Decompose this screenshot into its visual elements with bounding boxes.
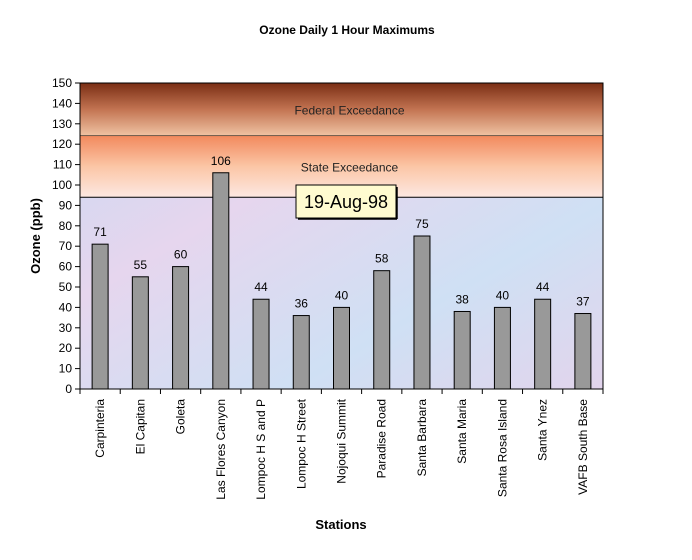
bar [212,172,230,390]
bar [493,306,511,390]
data-label: 38 [456,292,470,306]
data-label: 106 [211,154,231,168]
bar [453,310,471,390]
x-tick-label: Santa Barbara [415,399,429,477]
y-tick-label: 10 [59,362,73,376]
y-tick-label: 120 [52,137,72,151]
x-tick-label: Las Flores Canyon [214,399,228,500]
data-label: 58 [375,252,389,266]
bar [131,276,149,390]
bar [172,266,190,390]
x-tick-label: Nojoqui Summit [335,398,349,483]
x-axis-title: Stations [315,517,366,532]
data-label: 75 [415,217,429,231]
y-tick-label: 100 [52,178,72,192]
data-label: 55 [134,258,148,272]
x-tick-label: El Capitan [133,399,147,454]
y-tick-label: 60 [59,260,73,274]
data-label: 40 [496,288,510,302]
x-tick-label: Paradise Road [375,399,389,478]
data-label: 37 [576,295,590,309]
data-label: 60 [174,248,188,262]
x-tick-label: Santa Maria [455,399,469,464]
y-axis-title: Ozone (ppb) [28,198,43,274]
zone-label: Federal Exceedance [294,104,404,118]
zone-label: State Exceedance [301,161,399,175]
bar [252,298,270,390]
chart-title: Ozone Daily 1 Hour Maximums [259,23,435,37]
axes [75,82,604,394]
x-tick-label: Lompoc H S and P [254,399,268,500]
x-tick-labels: Carpinteria El Capitan Goleta Las Flores Ca… [93,398,590,499]
x-tick-label: VAFB South Base [576,399,590,495]
bar [413,235,431,390]
zone-band [80,83,603,137]
x-tick-label: Santa Rosa Island [495,399,509,497]
bar [292,315,310,390]
y-tick-label: 40 [59,300,73,314]
data-labels: 71 55 60 106 44 36 40 58 75 38 40 44 37 [93,154,589,311]
data-label: 71 [93,225,107,239]
y-tick-label: 50 [59,280,73,294]
bar [373,270,391,390]
y-tick-label: 80 [59,219,73,233]
zone-labels: Federal Exceedance State Exceedance [294,104,404,175]
data-label: 36 [295,297,309,311]
date-annotation-text: 19-Aug-98 [304,192,388,212]
bars [91,172,592,390]
x-tick-label: Lompoc H Street [294,398,308,489]
y-tick-label: 0 [65,382,72,396]
bar [91,243,109,390]
data-label: 40 [335,288,349,302]
data-label: 44 [536,280,550,294]
x-tick-label: Santa Ynez [536,399,550,461]
x-tick-label: Goleta [174,399,188,435]
y-tick-label: 90 [59,198,73,212]
y-tick-label: 70 [59,239,73,253]
bar [574,313,592,390]
y-tick-label: 150 [52,76,72,90]
plot-border [79,82,604,390]
data-label: 44 [254,280,268,294]
y-tick-label: 130 [52,117,72,131]
y-tick-label: 110 [53,158,72,172]
y-tick-label: 30 [59,321,73,335]
bar [333,306,350,390]
date-annotation: 19-Aug-98 [295,184,398,220]
bar [534,298,552,390]
y-tick-label: 140 [52,96,72,110]
x-tick-label: Carpinteria [93,399,107,458]
y-tick-label: 20 [59,341,73,355]
y-tick-labels: 0 10 20 30 40 50 60 70 80 90 100 110 120 130 140 150 [52,76,72,396]
